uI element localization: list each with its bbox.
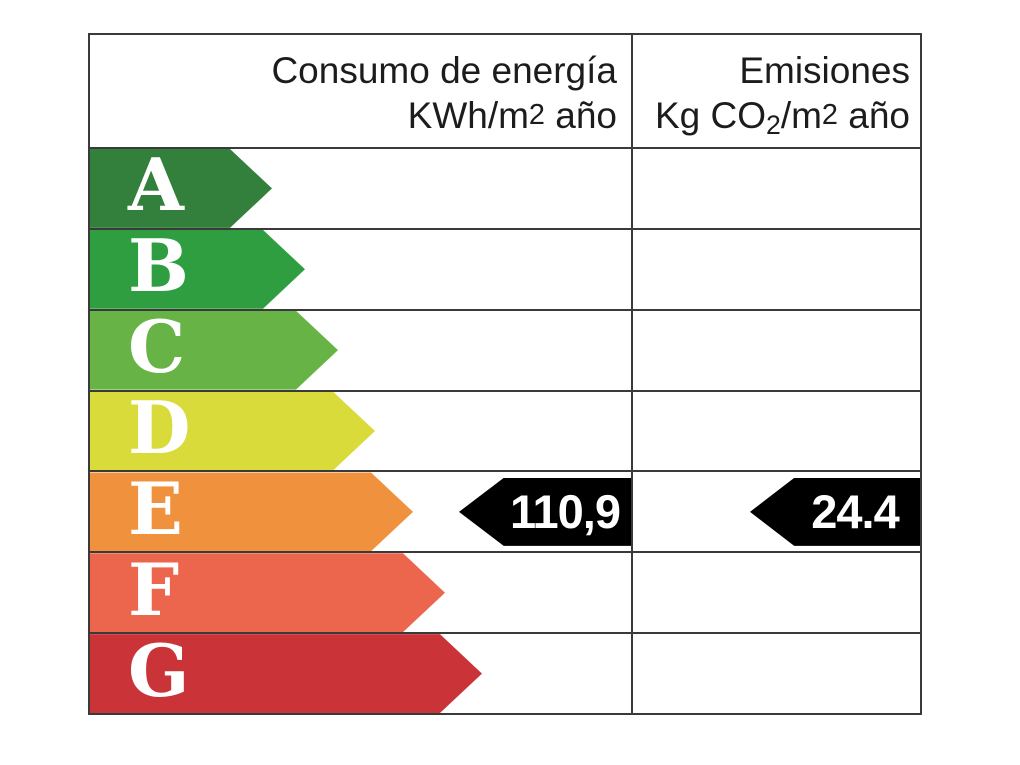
rating-letter-e: E (128, 465, 183, 551)
rating-arrow-c: C (90, 311, 338, 390)
rating-arrow-f: F (90, 553, 445, 632)
rating-arrow-g: G (90, 634, 482, 713)
rating-row-b: B (90, 230, 920, 311)
consumption-cell: E 110,9 (90, 472, 633, 552)
consumption-cell: D (90, 392, 633, 471)
emissions-header-cell: Emisiones Kg CO2/m2 año (633, 35, 920, 147)
consumption-header-unit: KWh/m2 año (407, 95, 617, 137)
consumption-cell: G (90, 634, 633, 714)
rating-letter-c: C (128, 304, 186, 390)
emissions-value: 24.4 (811, 485, 899, 539)
header-row: Consumo de energía KWh/m2 año Emisiones … (90, 35, 920, 149)
rating-letter-b: B (128, 223, 189, 309)
consumption-cell: C (90, 311, 633, 390)
consumption-header-cell: Consumo de energía KWh/m2 año (90, 35, 633, 147)
rating-row-a: A (90, 149, 920, 230)
rating-row-g: G (90, 634, 920, 714)
rating-arrow-a: A (90, 149, 272, 228)
rating-row-d: D (90, 392, 920, 473)
rating-letter-d: D (128, 385, 191, 470)
rating-letter-a: A (128, 142, 184, 228)
rating-arrow-e: E (90, 472, 413, 551)
rating-arrow-d: D (90, 392, 375, 471)
rating-letter-f: F (128, 546, 180, 632)
emissions-cell (633, 311, 920, 390)
energy-rating-label: Consumo de energía KWh/m2 año Emisiones … (88, 33, 922, 715)
emissions-cell (633, 230, 920, 309)
consumption-header: Consumo de energía KWh/m2 año (90, 35, 631, 138)
emissions-header: Emisiones Kg CO2/m2 año (633, 35, 920, 148)
consumption-cell: F (90, 553, 633, 633)
emissions-value-arrow: 24.4 (750, 477, 920, 546)
consumption-cell: A (90, 149, 633, 228)
emissions-cell (633, 149, 920, 228)
emissions-cell: 24.4 (633, 472, 920, 551)
emissions-cell (633, 392, 920, 471)
rating-arrow-b: B (90, 230, 305, 309)
emissions-header-line1: Emisiones (739, 50, 910, 91)
rating-row-e: E 110,9 24.4 (90, 472, 920, 554)
emissions-header-unit: Kg CO2/m2 año (654, 95, 910, 140)
consumption-header-line1: Consumo de energía (271, 50, 617, 91)
consumption-value-arrow: 110,9 (459, 477, 631, 546)
rating-letter-g: G (128, 627, 190, 713)
consumption-value: 110,9 (509, 485, 621, 539)
emissions-cell (633, 634, 920, 713)
consumption-cell: B (90, 230, 633, 309)
rating-row-f: F (90, 553, 920, 635)
emissions-cell (633, 553, 920, 632)
rating-row-c: C (90, 311, 920, 392)
